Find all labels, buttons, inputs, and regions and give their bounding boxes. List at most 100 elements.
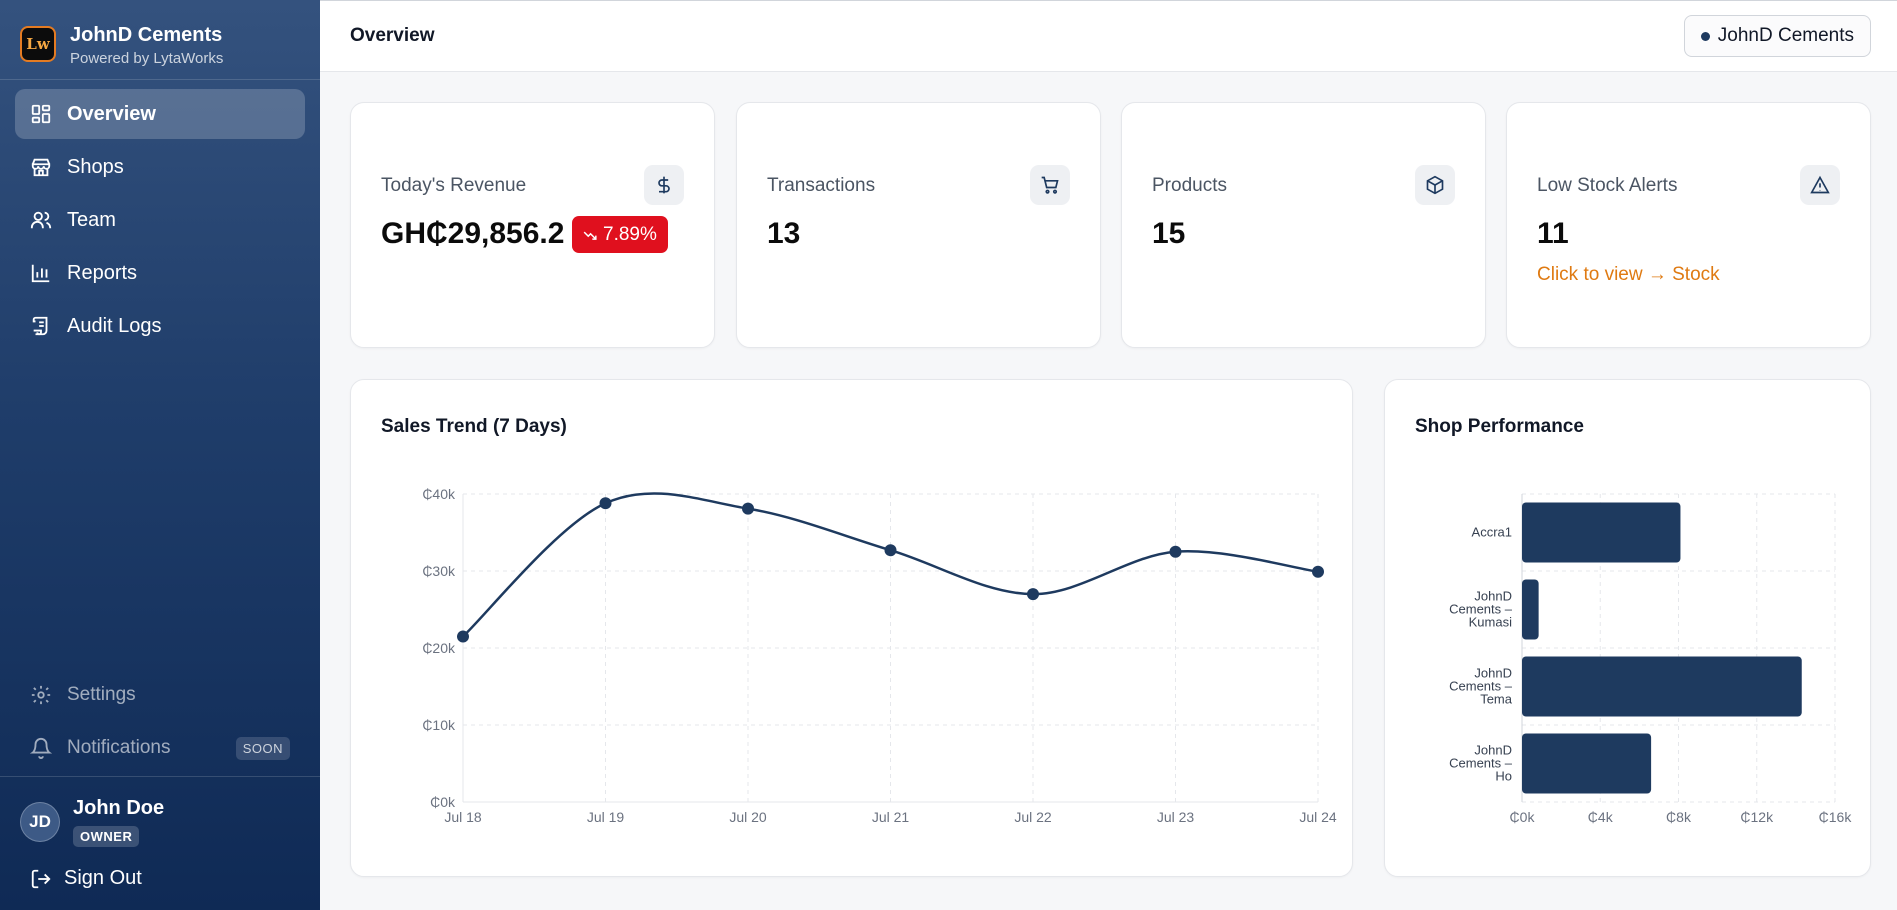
stat-label: Products [1152, 175, 1227, 196]
category-label-line: Accra1 [1472, 525, 1512, 540]
x-tick-label: ₵4k [1588, 809, 1614, 825]
x-tick-label: Jul 18 [444, 809, 482, 825]
brand-subtitle: Powered by LytaWorks [70, 50, 224, 67]
tenant-name: JohnD Cements [1717, 25, 1854, 46]
sidebar-item-label: Overview [67, 102, 156, 125]
category-label: JohnD Cements – Ho [1449, 743, 1513, 784]
scroll-icon [32, 316, 48, 336]
x-tick-label: Jul 19 [587, 809, 625, 825]
stat-label: Low Stock Alerts [1537, 175, 1678, 196]
box-icon [1415, 165, 1455, 205]
shop-bar [1522, 579, 1539, 640]
y-tick-label: ₵40k [422, 486, 456, 502]
user-profile: JD John Doe OWNER Sign Out [0, 776, 320, 910]
cart-icon [1030, 165, 1070, 205]
avatar: JD [20, 802, 60, 842]
data-point [1169, 545, 1182, 558]
brand-name: JohnD Cements [70, 24, 223, 46]
x-tick-label: Jul 22 [1014, 809, 1052, 825]
alert-triangle-icon [1800, 165, 1840, 205]
sidebar-item-label: Reports [67, 261, 138, 284]
sidebar-item-label: Notifications [67, 737, 171, 758]
store-icon [31, 158, 51, 177]
sidebar-item-label: Team [67, 208, 116, 231]
bar-chart-icon [31, 264, 50, 283]
bell-icon [30, 738, 52, 759]
chart-title: Shop Performance [1415, 416, 1584, 437]
data-point [1312, 565, 1324, 578]
category-label: JohnD Cements – Kumasi [1449, 589, 1513, 630]
sidebar-item-reports[interactable]: Reports [15, 248, 305, 298]
sales-trend-card: Sales Trend (7 Days) ₵0k ₵10k ₵20k ₵30k ₵40k… [350, 379, 1353, 877]
category-label-line: JohnD [1474, 589, 1512, 604]
low-stock-card: Low Stock Alerts 11 Click to view → Stoc… [1506, 102, 1871, 348]
stat-value: 13 [767, 217, 801, 250]
soon-badge: SOON [235, 736, 290, 760]
sales-trend-chart: ₵0k ₵10k ₵20k ₵30k ₵40k Jul 18 Jul 19 Jul 20 Jul… [422, 486, 1337, 825]
x-tick-label: Jul 20 [729, 809, 767, 825]
sidebar-item-shops[interactable]: Shops [15, 142, 305, 192]
top-header: Overview JohnD Cements [320, 0, 1897, 72]
stat-value: GH₵29,856.2 [381, 217, 565, 250]
y-tick-label: ₵0k [430, 794, 456, 810]
category-label-line: Tema [1480, 692, 1513, 707]
stat-value: 11 [1537, 217, 1569, 250]
x-tick-label: ₵8k [1666, 809, 1692, 825]
role-badge: OWNER [73, 826, 140, 847]
page-title: Overview [350, 25, 435, 46]
y-tick-label: ₵30k [422, 563, 456, 579]
sidebar-item-label: Settings [67, 684, 136, 705]
data-point [1027, 588, 1039, 601]
x-tick-label: ₵12k [1740, 809, 1774, 825]
delta-value: 7.89% [603, 223, 657, 245]
sidebar-item-label: Shops [67, 155, 124, 178]
sign-out-label: Sign Out [64, 867, 142, 889]
sidebar-item-audit-logs[interactable]: Audit Logs [15, 301, 305, 351]
sidebar-item-label: Audit Logs [67, 314, 162, 337]
x-tick-label: ₵16k [1819, 809, 1853, 825]
dollar-icon [644, 165, 684, 205]
y-tick-label: ₵20k [422, 640, 456, 656]
sidebar-item-overview[interactable]: Overview [15, 89, 305, 139]
chart-title: Sales Trend (7 Days) [381, 416, 567, 437]
data-point [742, 502, 754, 515]
sidebar-item-team[interactable]: Team [15, 195, 305, 245]
revenue-delta-badge: 7.89% [572, 216, 668, 253]
logout-icon [31, 869, 51, 888]
category-label-line: Cements – [1449, 679, 1513, 694]
category-label-line: Cements – [1449, 756, 1513, 771]
stat-label: Today's Revenue [381, 175, 527, 196]
users-icon [30, 211, 52, 229]
sidebar-nav: Overview Shops Team Reports Audit Logs [15, 89, 305, 354]
category-label-line: Kumasi [1469, 615, 1512, 630]
brand: Lw JohnD Cements Powered by LytaWorks [0, 0, 320, 80]
x-tick-label: Jul 21 [872, 809, 910, 825]
sidebar-item-settings[interactable]: Settings [15, 670, 305, 720]
transactions-card: Transactions 13 [736, 102, 1101, 348]
tenant-selector[interactable]: JohnD Cements [1683, 15, 1871, 57]
trending-down-icon [583, 231, 597, 240]
x-tick-label: ₵0k [1510, 809, 1536, 825]
stat-value: 15 [1152, 217, 1186, 250]
revenue-card: Today's Revenue GH₵29,856.2 7.89% [350, 102, 715, 348]
brand-logo: Lw [20, 26, 56, 62]
x-tick-label: Jul 24 [1299, 809, 1337, 825]
shop-performance-card: Shop Performance ₵0k ₵4k ₵8k ₵12k ₵16k Accra1… [1384, 379, 1871, 877]
sidebar-item-notifications[interactable]: Notifications SOON [15, 723, 305, 773]
category-label-line: JohnD [1474, 666, 1512, 681]
data-point [457, 630, 469, 643]
category-label-line: JohnD [1474, 743, 1512, 758]
data-point [884, 544, 897, 557]
x-tick-label: Jul 23 [1157, 809, 1195, 825]
category-label: Accra1 [1472, 525, 1512, 540]
data-point [599, 497, 612, 510]
gear-icon [31, 685, 51, 705]
category-label: JohnD Cements – Tema [1449, 666, 1513, 707]
sign-out-button[interactable]: Sign Out [30, 867, 142, 890]
dashboard-icon [31, 104, 51, 124]
y-tick-label: ₵10k [422, 717, 456, 733]
view-stock-link[interactable]: Click to view → Stock [1537, 264, 1720, 285]
category-label-line: Ho [1495, 769, 1512, 784]
category-label-line: Cements – [1449, 602, 1513, 617]
